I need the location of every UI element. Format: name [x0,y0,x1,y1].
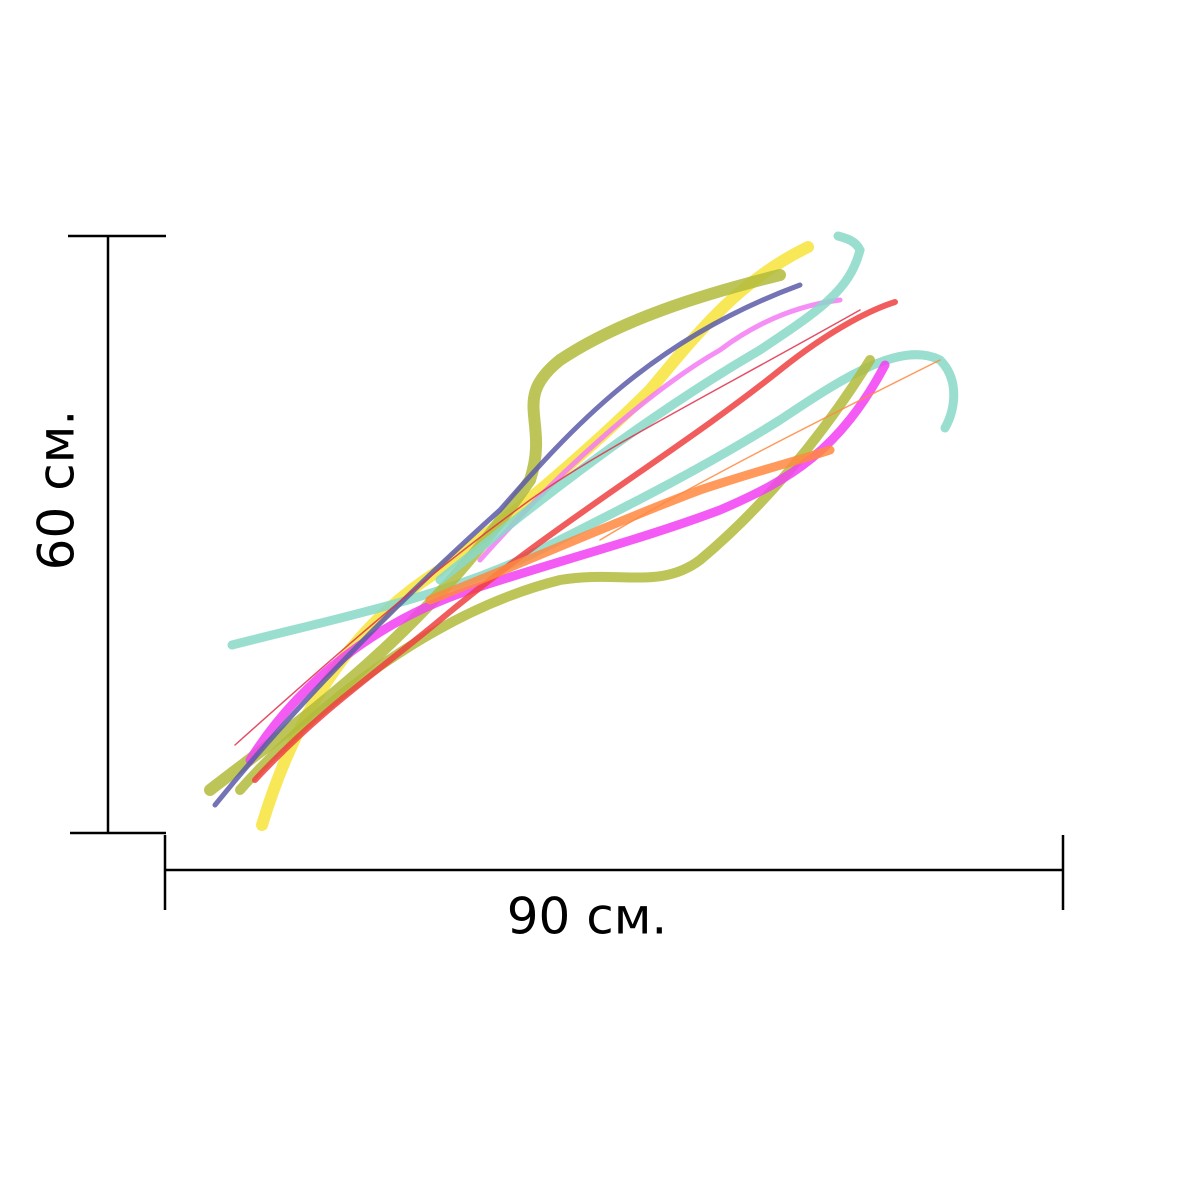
artwork [204,231,959,831]
ribbon [234,309,861,746]
ribbon [245,360,890,765]
width-label: 90 см. [507,888,668,946]
ribbon [435,231,865,585]
ribbon [425,445,835,605]
ribbon [256,241,814,831]
height-label: 60 см. [28,410,86,571]
ribbon [599,359,941,541]
height-dimension: 60 см. [28,234,166,835]
ribbon [252,299,898,783]
ribbon [204,269,786,796]
width-dimension: 90 см. [163,835,1065,946]
ribbon [212,282,803,808]
